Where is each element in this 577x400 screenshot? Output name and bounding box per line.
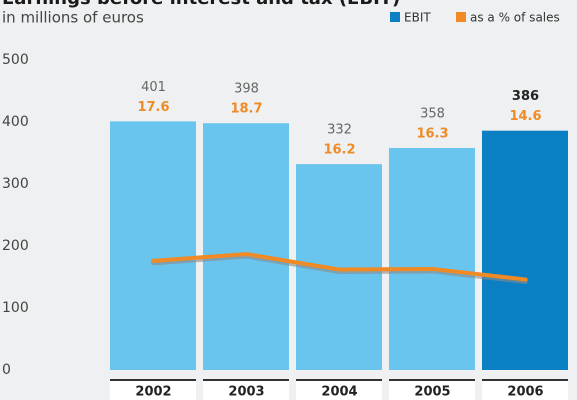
line-value-label: 17.6 xyxy=(137,100,169,115)
x-tick-box xyxy=(203,379,289,400)
line-value-label: 18.7 xyxy=(230,102,262,117)
line xyxy=(151,252,528,282)
bar xyxy=(110,121,196,370)
legend-label: as a % of sales xyxy=(470,11,560,25)
bar xyxy=(203,123,289,371)
y-tick-label: 0 xyxy=(2,362,11,378)
x-tick-label: 2006 xyxy=(507,385,543,400)
legend-label: EBIT xyxy=(404,11,431,25)
x-tick-label: 2005 xyxy=(414,385,450,400)
bar-value-label: 332 xyxy=(327,123,352,138)
x-tick-box-top xyxy=(296,379,382,381)
line-value-label: 16.2 xyxy=(323,143,355,158)
bar xyxy=(389,148,475,370)
x-tick-box-top xyxy=(389,379,475,381)
line-value-label: 16.3 xyxy=(416,127,448,142)
y-tick-label: 200 xyxy=(2,238,29,254)
x-tick-label: 2002 xyxy=(135,385,171,400)
x-tick-box xyxy=(482,379,568,400)
x-tick-box xyxy=(389,379,475,400)
x-tick-label: 2003 xyxy=(228,385,264,400)
bar-value-label: 386 xyxy=(512,89,539,104)
y-tick-label: 300 xyxy=(2,176,29,192)
chart-subtitle: in millions of euros xyxy=(2,9,144,27)
x-tick-box-top xyxy=(203,379,289,381)
x-tick-box xyxy=(296,379,382,400)
legend-swatch xyxy=(456,12,466,22)
bar xyxy=(482,130,568,370)
x-tick-box-top xyxy=(482,379,568,381)
y-tick-label: 400 xyxy=(2,114,29,130)
bar-value-label: 398 xyxy=(234,82,259,97)
bar-value-label: 401 xyxy=(141,80,166,95)
y-tick-label: 100 xyxy=(2,300,29,316)
line-value-label: 14.6 xyxy=(509,109,541,124)
x-tick-box xyxy=(110,379,196,400)
x-tick-box-top xyxy=(110,379,196,381)
y-tick-label: 500 xyxy=(2,52,29,68)
x-tick-label: 2004 xyxy=(321,385,357,400)
legend-swatch xyxy=(390,12,400,22)
bar-value-label: 358 xyxy=(420,107,445,122)
chart-title: Earnings before interest and tax (EBIT) xyxy=(2,0,400,9)
